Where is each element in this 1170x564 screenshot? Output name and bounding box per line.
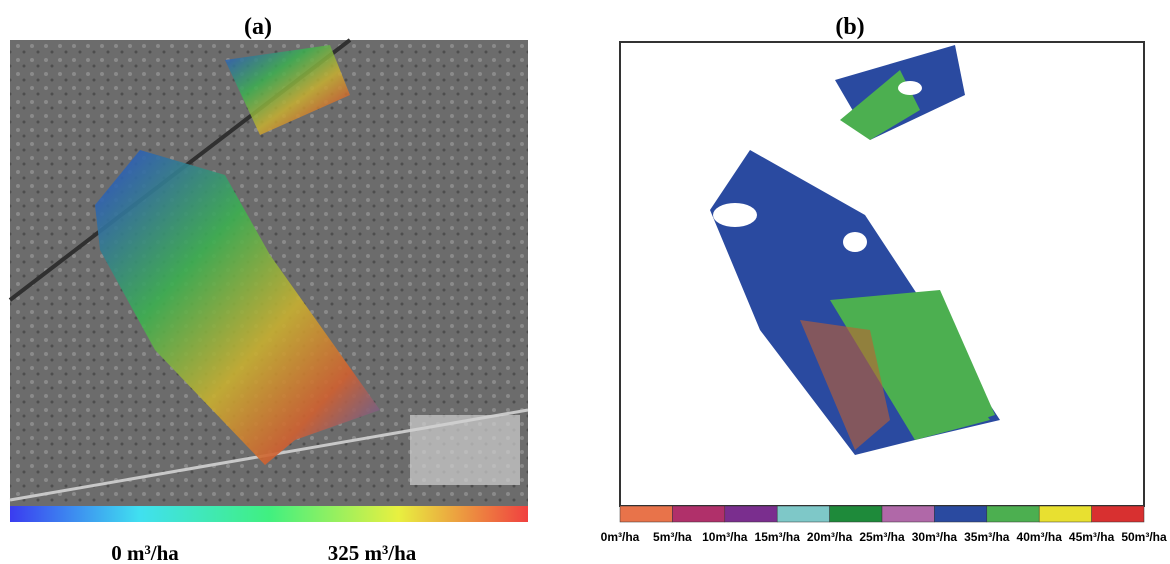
colorbar-max-label: 325 m³/ha <box>328 541 417 564</box>
legend-label: 50m³/ha <box>1121 530 1167 544</box>
legend-label: 30m³/ha <box>912 530 958 544</box>
legend-label: 0m³/ha <box>601 530 640 544</box>
legend-label: 35m³/ha <box>964 530 1010 544</box>
legend-swatch <box>830 506 882 522</box>
legend-label: 40m³/ha <box>1017 530 1063 544</box>
colorbar-min-label: 0 m³/ha <box>111 541 179 564</box>
legend-label: 15m³/ha <box>755 530 801 544</box>
legend-label: 5m³/ha <box>653 530 692 544</box>
legend-swatch <box>934 506 986 522</box>
classified-map <box>620 42 1144 506</box>
legend-swatch <box>882 506 934 522</box>
legend-swatch <box>777 506 829 522</box>
legend-swatch <box>620 506 672 522</box>
legend-swatch <box>1039 506 1091 522</box>
panel-label: (a) <box>244 14 272 40</box>
legend-label: 25m³/ha <box>859 530 905 544</box>
legend-label: 10m³/ha <box>702 530 748 544</box>
figure: (a) (b) 0 m³/ha 325 m³/ha 0m³/ha 5m³/ha 10… <box>0 0 1170 564</box>
legend-swatch <box>987 506 1039 522</box>
legend-swatch <box>725 506 777 522</box>
legend-label: 45m³/ha <box>1069 530 1115 544</box>
colorbar <box>10 506 528 522</box>
legend-label: 20m³/ha <box>807 530 853 544</box>
legend-swatch <box>1092 506 1144 522</box>
satellite-image <box>10 40 528 506</box>
legend-swatch <box>672 506 724 522</box>
panel-label: (b) <box>835 14 864 40</box>
